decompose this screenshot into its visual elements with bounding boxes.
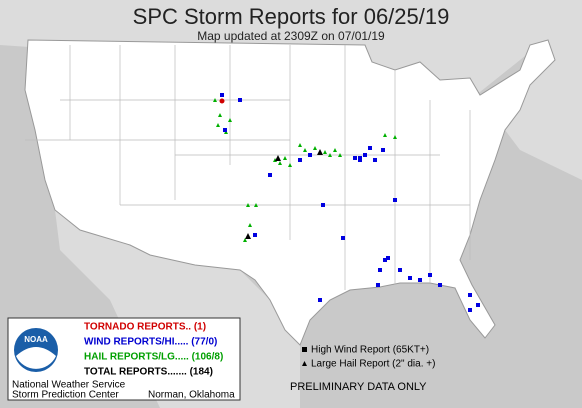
- state-lines: [25, 45, 471, 290]
- report-marker: [398, 268, 402, 272]
- report-marker: [253, 233, 257, 237]
- report-marker: [243, 238, 247, 242]
- report-marker: [468, 293, 472, 297]
- city: Norman, Oklahoma: [148, 390, 235, 401]
- report-marker: [298, 143, 302, 147]
- report-marker: [317, 149, 323, 155]
- report-marker: [275, 155, 281, 161]
- large-hail-key: Large Hail Report (2" dia. +): [311, 359, 435, 370]
- report-marker: [238, 98, 242, 102]
- notice: PRELIMINARY DATA ONLY: [290, 381, 427, 393]
- report-marker: [368, 146, 372, 150]
- report-marker: [288, 163, 292, 167]
- report-marker: [341, 236, 345, 240]
- report-marker: [418, 278, 422, 282]
- report-markers: [213, 93, 480, 312]
- report-marker: [438, 283, 442, 287]
- wind-count: WIND REPORTS/HI..... (77/0): [84, 337, 217, 348]
- tornado-count: TORNADO REPORTS.. (1): [84, 322, 206, 333]
- report-marker: [216, 123, 220, 127]
- report-marker: [333, 148, 337, 152]
- report-marker: [245, 233, 251, 239]
- report-marker: [353, 156, 357, 160]
- report-marker: [246, 203, 250, 207]
- report-marker: [228, 118, 232, 122]
- report-marker: [338, 153, 342, 157]
- report-marker: [303, 148, 307, 152]
- report-marker: [223, 128, 227, 132]
- report-marker: [268, 173, 272, 177]
- report-marker: [408, 276, 412, 280]
- center: Storm Prediction Center: [12, 390, 119, 401]
- report-marker: [220, 93, 224, 97]
- report-marker: [358, 158, 362, 162]
- report-marker: [376, 283, 380, 287]
- logo-text: NOAA: [24, 335, 48, 344]
- large-hail-icon: [302, 361, 307, 366]
- total-count: TOTAL REPORTS....... (184): [84, 367, 213, 378]
- report-marker: [219, 98, 225, 104]
- report-marker: [373, 158, 377, 162]
- title: SPC Storm Reports for 06/25/19: [133, 4, 450, 29]
- high-wind-key: High Wind Report (65KT+): [311, 345, 429, 356]
- report-marker: [386, 256, 390, 260]
- report-marker: [381, 148, 385, 152]
- noaa-logo-wave: [16, 347, 56, 369]
- report-marker: [393, 198, 397, 202]
- report-marker: [298, 158, 302, 162]
- report-marker: [393, 135, 397, 139]
- hail-count: HAIL REPORTS/LG..... (106/8): [84, 352, 223, 363]
- report-marker: [476, 303, 480, 307]
- report-marker: [321, 203, 325, 207]
- report-marker: [254, 203, 258, 207]
- report-marker: [308, 153, 312, 157]
- report-marker: [378, 268, 382, 272]
- report-marker: [248, 223, 252, 227]
- legend: NOAA TORNADO REPORTS.. (1) WIND REPORTS/…: [7, 317, 241, 401]
- report-marker: [383, 258, 387, 262]
- report-marker: [383, 133, 387, 137]
- report-marker: [283, 156, 287, 160]
- subtitle: Map updated at 2309Z on 07/01/19: [197, 29, 385, 43]
- high-wind-icon: [302, 347, 307, 352]
- report-marker: [313, 146, 317, 150]
- report-marker: [428, 273, 432, 277]
- report-marker: [323, 150, 327, 154]
- report-marker: [213, 98, 217, 102]
- report-marker: [218, 113, 222, 117]
- report-marker: [278, 161, 282, 165]
- report-marker: [468, 308, 472, 312]
- report-marker: [363, 153, 367, 157]
- agency: National Weather Service: [12, 380, 126, 391]
- report-marker: [318, 298, 322, 302]
- report-marker: [328, 153, 332, 157]
